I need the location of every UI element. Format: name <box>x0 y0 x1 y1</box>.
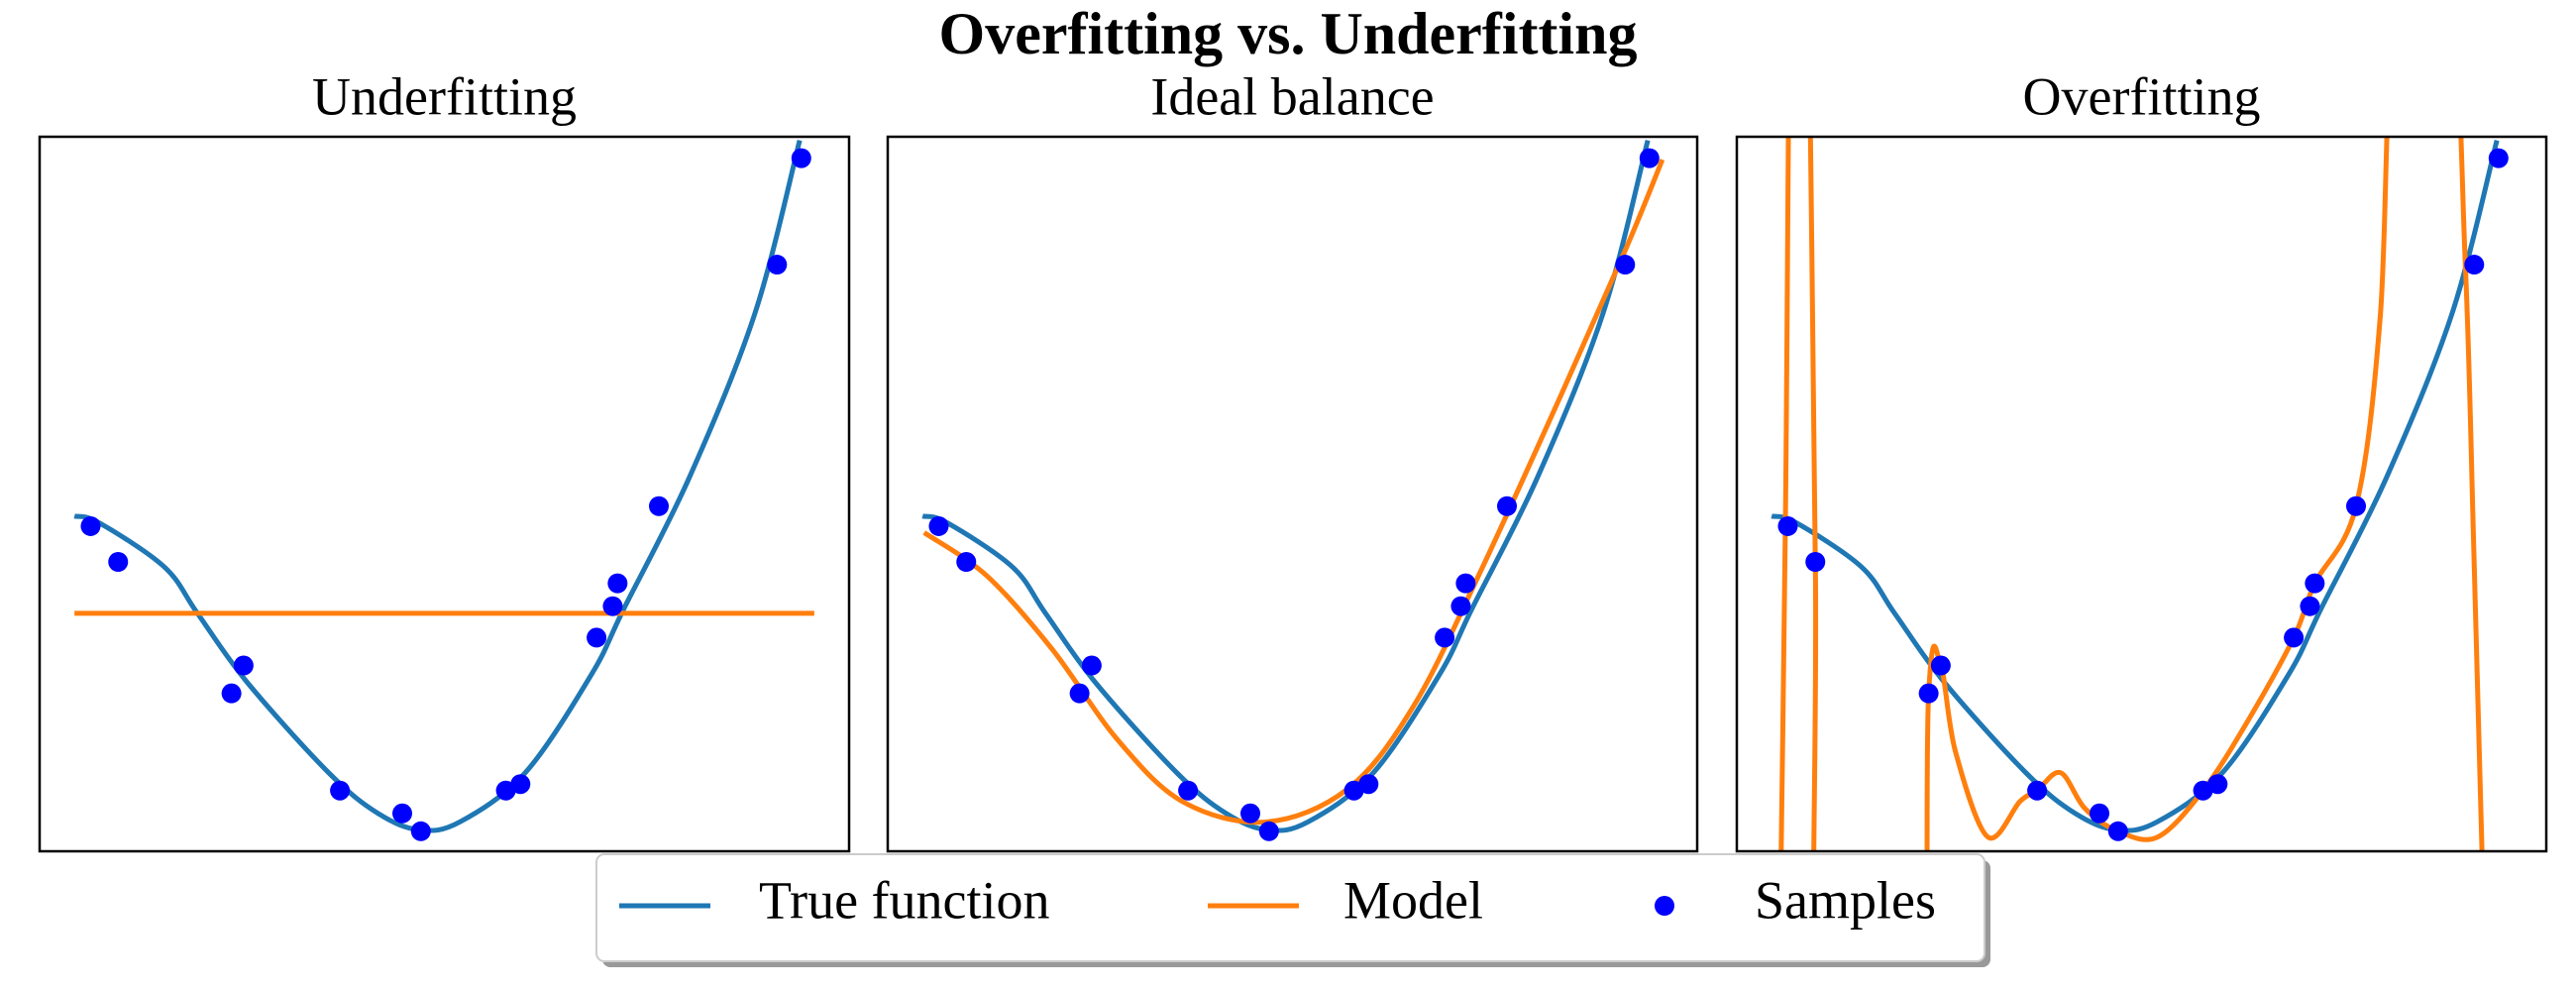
sample-point <box>791 148 811 168</box>
sample-point <box>1639 148 1660 168</box>
sample-point <box>2090 803 2110 824</box>
sample-point <box>392 803 413 824</box>
plot-area <box>921 139 1665 841</box>
sample-point <box>1258 821 1279 841</box>
curve <box>921 139 1651 833</box>
sample-point <box>1455 573 1476 594</box>
sample-point <box>1178 780 1199 801</box>
sample-point <box>2284 627 2305 648</box>
sample-point <box>1930 655 1951 676</box>
sample-point <box>602 596 623 616</box>
sample-point <box>587 627 607 648</box>
axes-frame <box>38 135 851 853</box>
subplot-title: Overfitting <box>2023 66 2261 126</box>
sample-point <box>2027 780 2048 801</box>
sample-point <box>108 551 129 572</box>
sample-point <box>2107 821 2128 841</box>
curve <box>73 139 803 833</box>
sample-point <box>330 780 351 801</box>
sample-point <box>510 774 531 795</box>
subplot-title: Ideal balance <box>1150 66 1434 126</box>
figure-title: Overfitting vs. Underfitting <box>939 1 1638 66</box>
plot-area <box>1771 137 2509 851</box>
axes-frame <box>886 135 1699 853</box>
sample-point <box>1069 683 1090 704</box>
sample-point <box>928 515 949 536</box>
sample-point <box>2346 496 2367 516</box>
sample-point <box>1615 255 1636 275</box>
sample-point <box>410 821 431 841</box>
legend-label: True function <box>759 870 1050 930</box>
legend-label: Samples <box>1755 870 1936 930</box>
axes-frame <box>1735 135 2548 853</box>
plot-area <box>73 139 814 841</box>
curve <box>1778 137 2485 851</box>
sample-point <box>2207 774 2228 795</box>
sample-point <box>1358 774 1379 795</box>
sample-point <box>1805 551 1826 572</box>
sample-point <box>1240 803 1261 824</box>
sample-point <box>607 573 628 594</box>
sample-point <box>2305 573 2325 594</box>
sample-point <box>1450 596 1471 616</box>
curve <box>922 159 1665 826</box>
sample-point <box>956 551 977 572</box>
sample-point <box>80 515 101 536</box>
legend-marker <box>1655 896 1674 916</box>
sample-point <box>649 496 670 516</box>
sample-point <box>2464 255 2485 275</box>
sample-point <box>233 655 254 676</box>
sample-point <box>1777 515 1798 536</box>
sample-point <box>767 255 788 275</box>
sample-point <box>1081 655 1102 676</box>
sample-point <box>221 683 242 704</box>
curve <box>1771 139 2500 833</box>
legend-label: Model <box>1343 870 1483 930</box>
sample-point <box>1435 627 1455 648</box>
sample-point <box>2488 148 2509 168</box>
sample-point <box>1497 496 1518 516</box>
sample-point <box>2300 596 2320 616</box>
subplot-title: Underfitting <box>312 66 577 126</box>
sample-point <box>1918 683 1939 704</box>
legend: True function Model Samples <box>595 853 1990 967</box>
